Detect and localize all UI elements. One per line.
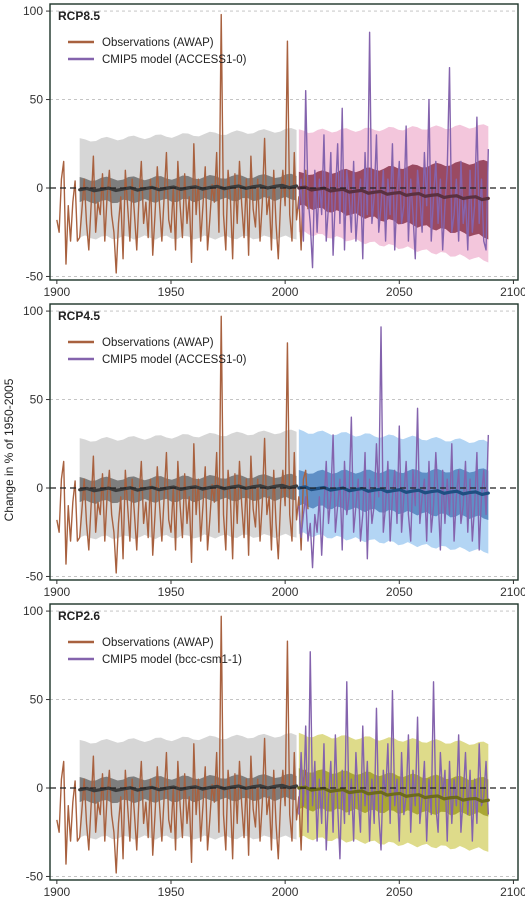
future-band-inner (298, 768, 489, 817)
x-tick-label: 2100 (500, 285, 525, 299)
panel-border (49, 3, 519, 281)
y-tick-label: 100 (23, 304, 43, 318)
series-line-model (298, 31, 490, 269)
x-tick-label: 2050 (386, 585, 413, 599)
y-tick-label: 50 (30, 693, 44, 707)
panel-rcp45: -50 0 50 100 1900 1950 2000 2050 2100 RCP4.5 Obser… (23, 303, 525, 599)
legend: Observations (AWAP) CMIP5 model (bcc-csm1… (68, 637, 242, 666)
x-tick-label: 2050 (386, 885, 413, 899)
panel-border (49, 603, 519, 881)
y-tick-label: -50 (26, 869, 44, 883)
future-median-line (297, 485, 490, 497)
panel-rcp26: -50 0 50 100 1900 1950 2000 2050 2100 RCP2.6 Obser… (23, 603, 525, 899)
legend-label-obs: Observations (AWAP) (102, 37, 214, 49)
x-tick-label: 2000 (272, 885, 299, 899)
x-tick-label: 2000 (272, 585, 299, 599)
historical-median-line (78, 483, 299, 493)
panel-title: RCP2.6 (58, 609, 100, 623)
legend-label-model: CMIP5 model (bcc-csm1-1) (102, 654, 242, 666)
legend-label-model: CMIP5 model (ACCESS1-0) (102, 54, 247, 66)
panel-title: RCP4.5 (58, 309, 100, 323)
y-tick-label: 0 (36, 181, 43, 195)
x-tick-label: 1950 (158, 585, 185, 599)
future-median-line (297, 185, 490, 202)
panel-rcp85: -50 0 50 100 1900 1950 2000 2050 2100 RCP8.5 Obser… (23, 3, 525, 299)
legend-label-obs: Observations (AWAP) (102, 337, 214, 349)
x-tick-label: 1900 (43, 285, 70, 299)
panel-border (49, 303, 519, 581)
historical-median-line (78, 783, 299, 793)
x-tick-label: 2000 (272, 285, 299, 299)
x-tick-label: 1900 (43, 885, 70, 899)
y-tick-label: 50 (30, 393, 44, 407)
y-tick-label: 0 (36, 481, 43, 495)
legend: Observations (AWAP) CMIP5 model (ACCESS1-… (68, 337, 247, 366)
panel-title: RCP8.5 (58, 9, 100, 23)
y-axis-label: Change in % of 1950-2005 (2, 378, 16, 521)
x-tick-label: 2100 (500, 585, 525, 599)
future-median-line (297, 785, 490, 803)
x-tick-label: 2050 (386, 285, 413, 299)
series-line-model (298, 651, 490, 860)
y-tick-label: 50 (30, 93, 44, 107)
legend-label-model: CMIP5 model (ACCESS1-0) (102, 354, 247, 366)
x-tick-label: 1950 (158, 285, 185, 299)
legend: Observations (AWAP) CMIP5 model (ACCESS1-… (68, 37, 247, 66)
historical-median-line (78, 183, 299, 193)
y-tick-label: 0 (36, 781, 43, 795)
y-tick-label: 100 (23, 604, 43, 618)
y-tick-label: -50 (26, 569, 44, 583)
legend-label-obs: Observations (AWAP) (102, 637, 214, 649)
y-tick-label: 100 (23, 4, 43, 18)
x-tick-label: 2100 (500, 885, 525, 899)
x-tick-label: 1950 (158, 885, 185, 899)
x-tick-label: 1900 (43, 585, 70, 599)
y-tick-label: -50 (26, 269, 44, 283)
